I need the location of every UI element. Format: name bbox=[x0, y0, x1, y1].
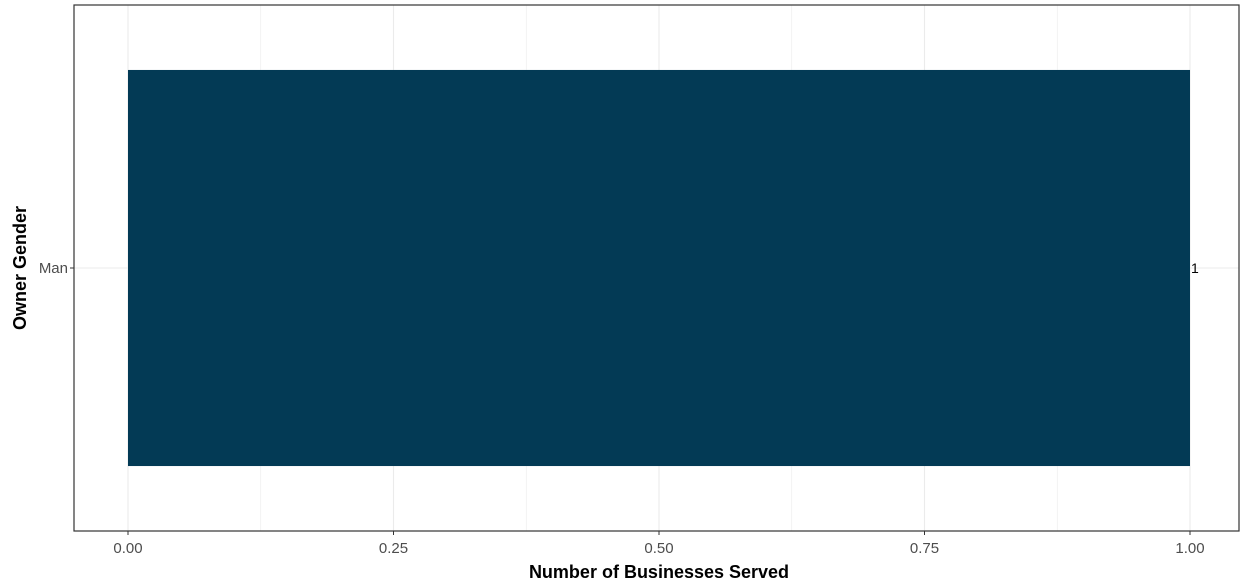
axis-ticks: Man 0.00 0.25 0.50 0.75 1.00 bbox=[39, 260, 1205, 557]
y-axis-title: Owner Gender bbox=[10, 206, 30, 330]
bars bbox=[128, 69, 1190, 467]
x-tick-label: 0.25 bbox=[379, 540, 408, 557]
x-tick-label: 0.75 bbox=[910, 540, 939, 557]
bar-man bbox=[128, 69, 1190, 467]
bar-data-label: 1 bbox=[1191, 260, 1199, 276]
x-tick-label: 0.00 bbox=[113, 540, 142, 557]
x-tick-label: 1.00 bbox=[1175, 540, 1204, 557]
y-tick-label: Man bbox=[39, 260, 68, 277]
x-tick-label: 0.50 bbox=[644, 540, 673, 557]
data-labels: 1 bbox=[1191, 260, 1199, 276]
x-axis-title: Number of Businesses Served bbox=[529, 562, 789, 582]
